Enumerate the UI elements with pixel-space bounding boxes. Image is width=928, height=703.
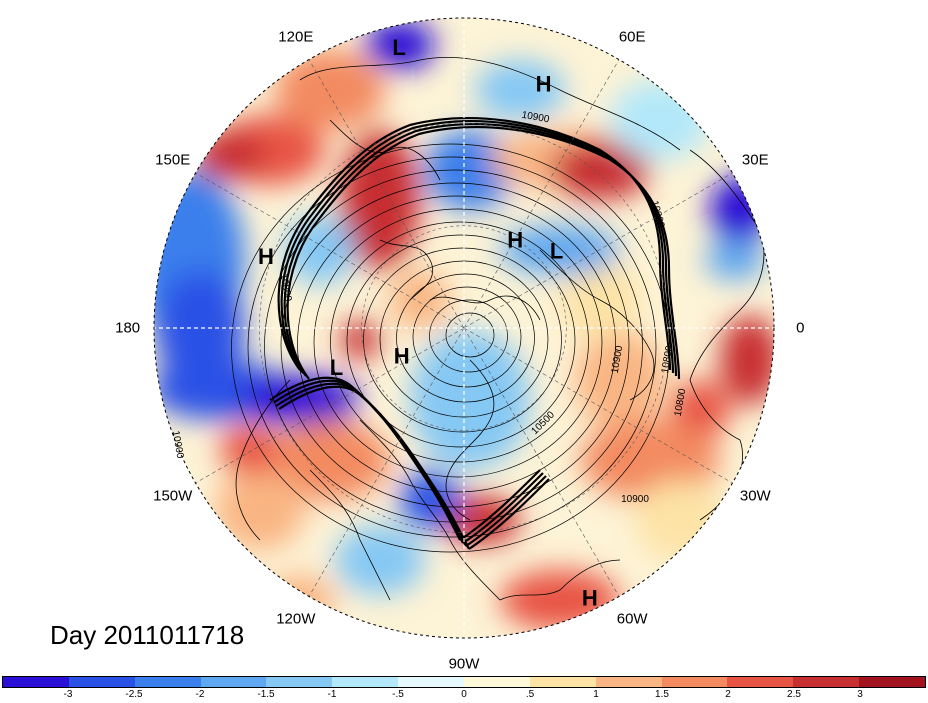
colorbar-tick-label: 1: [593, 689, 599, 700]
colorbar-tick-label: -.5: [392, 689, 404, 700]
colorbar-segment: [530, 677, 596, 687]
anomaly-blob: [705, 240, 765, 280]
longitude-label: 150E: [155, 151, 190, 168]
colorbar-tick-label: 2.5: [787, 689, 801, 700]
longitude-label: 120W: [276, 611, 315, 628]
longitude-label: 60E: [619, 28, 646, 45]
colorbar-segment: [596, 677, 662, 687]
high-pressure-marker: H: [258, 244, 274, 269]
contour-label: 10900: [621, 494, 649, 505]
longitude-label: 120E: [278, 28, 313, 45]
anomaly-blob: [610, 80, 710, 160]
colorbar-segment: [135, 677, 201, 687]
low-pressure-marker: L: [550, 238, 563, 263]
colorbar-segment: [266, 677, 332, 687]
day-label: Day 2011011718: [50, 620, 244, 651]
colorbar-segment: [3, 677, 69, 687]
longitude-label: 0: [796, 320, 804, 337]
longitude-label: 180: [115, 320, 140, 337]
colorbar-segment: [69, 677, 135, 687]
colorbar-tick-label: 2: [725, 689, 731, 700]
colorbar-tick-label: 1.5: [655, 689, 669, 700]
high-pressure-marker: H: [394, 344, 410, 369]
anomaly-blob: [195, 130, 265, 180]
colorbar-segment: [859, 677, 925, 687]
longitude-label: 150W: [153, 488, 192, 505]
colorbar-tick-label: -3: [64, 689, 73, 700]
colorbar-segment: [662, 677, 728, 687]
longitude-label: 90W: [449, 656, 480, 673]
colorbar-tick-label: 3: [857, 689, 863, 700]
colorbar-segment: [201, 677, 267, 687]
anomaly-blob: [410, 330, 530, 470]
colorbar-tick-label: -1.5: [257, 689, 274, 700]
anomaly-blob: [340, 320, 380, 360]
colorbar-segment: [727, 677, 793, 687]
anomaly-blob: [710, 175, 770, 245]
low-pressure-marker: L: [330, 355, 343, 380]
anomaly-blob: [220, 425, 280, 475]
colorbar-tick-labels: -3 -2.5 -2 -1.5 -1 -.5 0 .5 1 1.5 2 2.5 3: [0, 689, 928, 703]
anomaly-blob: [275, 50, 385, 130]
colorbar-segment: [793, 677, 859, 687]
anomaly-blob: [720, 315, 780, 405]
anomaly-blob: [475, 60, 565, 120]
colorbar-tick-label: -1: [328, 689, 337, 700]
low-pressure-marker: L: [392, 35, 405, 60]
anomaly-blob: [215, 470, 305, 550]
high-pressure-marker: H: [536, 71, 552, 96]
anomaly-blob: [335, 525, 425, 595]
high-pressure-marker: H: [582, 586, 598, 611]
colorbar-tick-label: -2.5: [125, 689, 142, 700]
anomaly-blob: [635, 480, 725, 560]
colorbar: [2, 676, 926, 688]
longitude-label: 60W: [617, 611, 648, 628]
colorbar-segment: [464, 677, 530, 687]
colorbar-segment: [332, 677, 398, 687]
colorbar-tick-label: .5: [526, 689, 534, 700]
colorbar-tick-label: -2: [196, 689, 205, 700]
anomaly-blob: [500, 570, 620, 630]
longitude-label: 30E: [742, 151, 769, 168]
colorbar-segment: [398, 677, 464, 687]
high-pressure-marker: H: [507, 227, 523, 252]
colorbar-tick-label: 0: [461, 689, 467, 700]
longitude-label: 30W: [740, 488, 771, 505]
